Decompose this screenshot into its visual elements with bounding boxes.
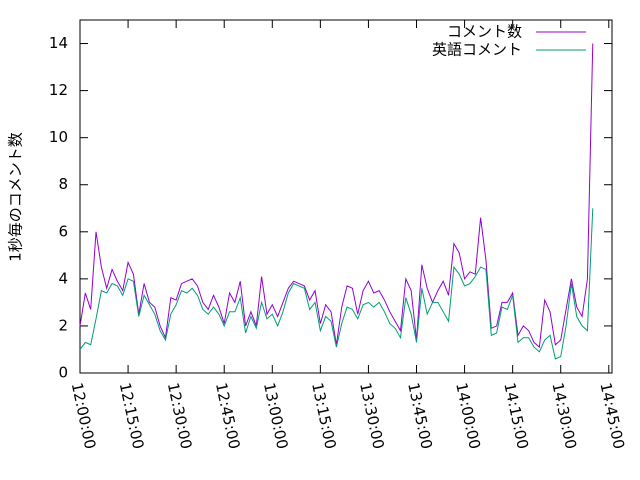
line-series (79, 43, 594, 349)
x-tick-label: 14:30:00 (548, 381, 580, 451)
x-tick-label: 12:00:00 (68, 381, 100, 451)
x-tick-label: 13:15:00 (308, 381, 340, 451)
y-tick-label: 2 (58, 316, 68, 334)
y-tick-label: 4 (58, 269, 68, 287)
x-tick-label: 13:30:00 (356, 381, 388, 451)
x-tick-label: 14:00:00 (452, 381, 484, 451)
x-tick-label: 13:00:00 (260, 381, 292, 451)
legend-label: 英語コメント (432, 41, 522, 59)
x-tick-label: 14:45:00 (596, 381, 628, 451)
y-tick-label: 12 (49, 81, 68, 99)
x-tick-label: 13:45:00 (404, 381, 436, 451)
line-series (79, 208, 594, 360)
legend-label: コメント数 (447, 23, 522, 41)
plot-border (79, 19, 613, 374)
y-axis-label: 1秒毎のコメント数 (7, 132, 25, 262)
y-tick-label: 10 (49, 128, 68, 146)
x-tick-label: 12:15:00 (116, 381, 148, 451)
y-tick-label: 6 (58, 222, 68, 240)
y-tick-label: 0 (58, 364, 68, 382)
x-tick-label: 12:30:00 (164, 381, 196, 451)
x-tick-label: 14:15:00 (500, 381, 532, 451)
y-tick-label: 14 (49, 34, 68, 52)
y-tick-label: 8 (58, 175, 68, 193)
x-tick-label: 12:45:00 (212, 381, 244, 451)
